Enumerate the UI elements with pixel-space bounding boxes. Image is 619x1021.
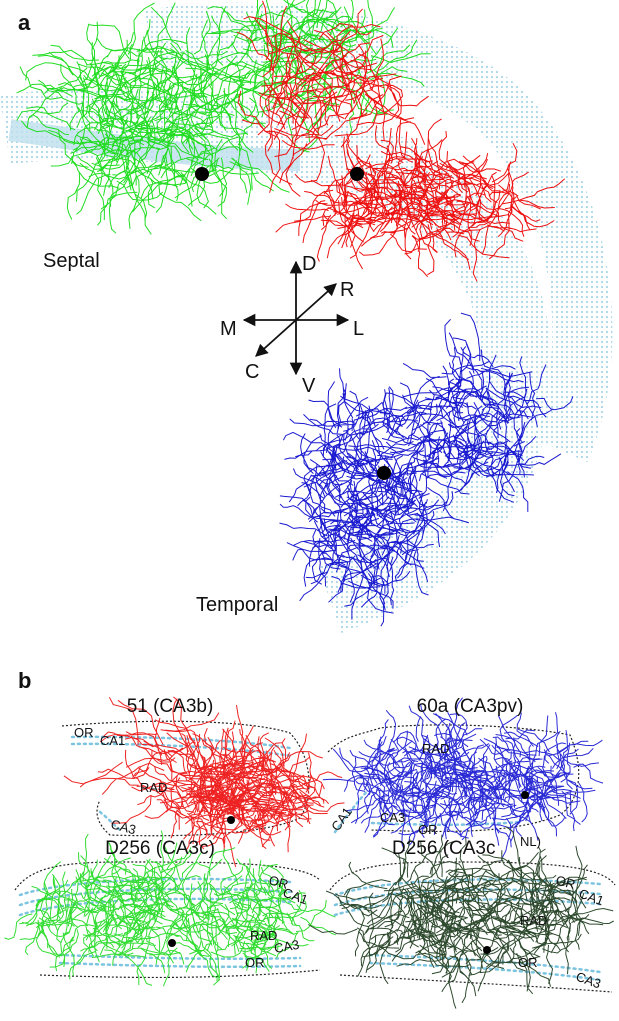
soma	[350, 167, 364, 181]
panel-label: b	[18, 668, 31, 693]
soma	[521, 791, 529, 799]
cell-title: D256 (CA3c)	[105, 838, 215, 859]
layer-label: CA3	[380, 810, 405, 825]
soma	[377, 466, 391, 480]
axis-label: R	[340, 279, 354, 301]
axis-label: V	[302, 375, 316, 397]
soma	[483, 946, 491, 954]
neuron-arbor	[236, 0, 429, 197]
layer-label: OR	[267, 872, 290, 892]
cell-title: D256 (CA3c	[392, 838, 496, 859]
cell-title: 51 (CA3b)	[127, 696, 214, 717]
compass	[242, 260, 350, 376]
neuron-arbor	[4, 830, 336, 987]
neuron-arbor	[322, 697, 604, 862]
layer-label: OR	[74, 725, 94, 740]
soma	[168, 939, 176, 947]
neuron-arbor	[180, 0, 431, 154]
soma	[195, 167, 209, 181]
layer-label: CA1	[328, 804, 355, 833]
layer-label: RAD	[422, 741, 449, 756]
layer-label: OR	[518, 955, 538, 970]
region-label: Septal	[43, 250, 100, 272]
layer-label: CA1	[281, 885, 310, 908]
cell-title-superscript: NL)	[520, 834, 541, 849]
layer-label: OR	[245, 955, 265, 970]
axis-label: L	[353, 318, 364, 340]
cell-title: 60a (CA3pv)	[417, 696, 524, 717]
soma	[227, 816, 235, 824]
layer-label: OR	[418, 822, 438, 837]
layer-label: RAD	[520, 913, 547, 928]
axis-label: C	[245, 361, 259, 383]
region-label: Temporal	[196, 594, 278, 616]
layer-label: OR	[554, 872, 577, 892]
neuron-arbor	[63, 696, 325, 868]
neuron-arbor	[275, 118, 566, 282]
layer-label: RAD	[250, 928, 277, 943]
layer-label: CA1	[577, 886, 606, 909]
neuron-arbors	[16, 0, 574, 627]
neuron-arbor	[381, 312, 574, 512]
axis-label: M	[220, 318, 237, 340]
axis-label: D	[302, 253, 316, 275]
layer-label: CA3	[273, 937, 301, 956]
layer-label: CA1	[100, 733, 125, 748]
neuron-arbor	[308, 826, 614, 1009]
neuron-arbors	[4, 696, 614, 1009]
layer-label: CA3	[109, 816, 137, 837]
layer-label: RAD	[140, 780, 167, 795]
panel-label: a	[18, 10, 31, 35]
